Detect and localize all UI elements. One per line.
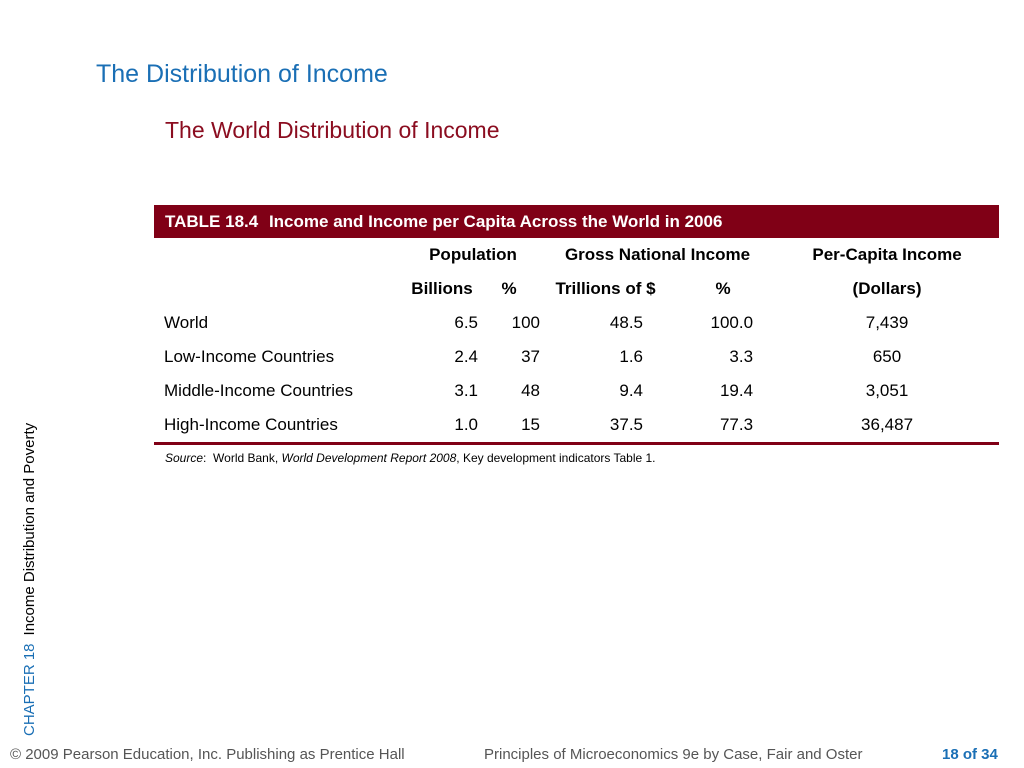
cell-population-billions: 2.4	[454, 347, 478, 366]
footer-copyright: © 2009 Pearson Education, Inc. Publishin…	[10, 746, 405, 763]
cell-gni-trillions: 1.6	[619, 347, 644, 366]
cell-gni-percent: 100.0	[710, 313, 754, 332]
row-label: Low-Income Countries	[164, 347, 335, 366]
table-row: High-Income Countries 1.0 15 37.5 77.3 3…	[154, 408, 1000, 445]
header-per-capita: Per-Capita Income	[812, 245, 962, 264]
cell-per-capita: 650	[872, 347, 902, 366]
source-label: Source	[165, 451, 204, 465]
sub-header-trillions: Trillions of $	[555, 279, 656, 298]
cell-population-percent: 100	[511, 313, 541, 332]
table-caption-text: Income and Income per Capita Across the …	[268, 212, 723, 231]
row-label: High-Income Countries	[154, 408, 406, 445]
cell-gni-percent: 19.4	[719, 381, 754, 400]
table-row: Low-Income Countries 2.4 37 1.6 3.3 650	[154, 340, 999, 374]
source-note: Source: World Bank, World Development Re…	[165, 451, 656, 465]
table-caption: TABLE 18.4 Income and Income per Capita …	[154, 205, 999, 238]
sub-header-pop-percent: %	[501, 279, 517, 298]
cell-gni-percent: 3.3	[729, 347, 754, 366]
header-gni: Gross National Income	[564, 245, 751, 264]
cell-gni-trillions: 9.4	[619, 381, 644, 400]
table-row: Middle-Income Countries 3.1 48 9.4 19.4 …	[154, 374, 999, 408]
cell-gni-percent: 77.3	[671, 408, 776, 445]
table-row: World 6.5 100 48.5 100.0 7,439	[154, 306, 999, 340]
footer-book-title: Principles of Microeconomics 9e by Case,…	[484, 746, 863, 763]
row-label: Middle-Income Countries	[164, 381, 353, 400]
source-rest: , Key development indicators Table 1.	[456, 451, 656, 465]
sub-header-gni-percent: %	[715, 279, 731, 298]
cell-per-capita: 3,051	[865, 381, 909, 400]
cell-per-capita: 36,487	[775, 408, 1000, 445]
group-header-row: Population Gross National Income Per-Cap…	[154, 238, 999, 272]
source-publication: World Development Report 2008	[281, 451, 457, 465]
cell-population-billions: 3.1	[454, 381, 478, 400]
source-text: : World Bank,	[203, 451, 282, 465]
header-population: Population	[429, 245, 517, 264]
sub-header-billions: Billions	[411, 279, 473, 298]
chapter-title: Income Distribution and Poverty	[21, 422, 38, 636]
cell-population-percent: 15	[478, 408, 541, 445]
slide-title: The Distribution of Income	[96, 60, 388, 88]
row-label: World	[164, 313, 209, 332]
cell-population-percent: 37	[521, 347, 541, 366]
chapter-number: CHAPTER 18	[21, 643, 38, 736]
cell-population-percent: 48	[521, 381, 541, 400]
cell-per-capita: 7,439	[865, 313, 909, 332]
income-table: TABLE 18.4 Income and Income per Capita …	[154, 205, 1000, 445]
cell-gni-trillions: 37.5	[540, 408, 672, 445]
data-table: Population Gross National Income Per-Cap…	[154, 238, 1000, 445]
sub-header-row: Billions % Trillions of $ % (Dollars)	[154, 272, 999, 306]
cell-gni-trillions: 48.5	[609, 313, 644, 332]
cell-population-billions: 1.0	[406, 408, 478, 445]
table-number: TABLE 18.4	[165, 212, 259, 231]
sub-header-dollars: (Dollars)	[852, 279, 922, 298]
chapter-sidebar: CHAPTER 18 Income Distribution and Povert…	[21, 423, 38, 736]
slide-subtitle: The World Distribution of Income	[165, 117, 500, 143]
footer-page-number: 18 of 34	[942, 746, 998, 763]
cell-population-billions: 6.5	[454, 313, 478, 332]
